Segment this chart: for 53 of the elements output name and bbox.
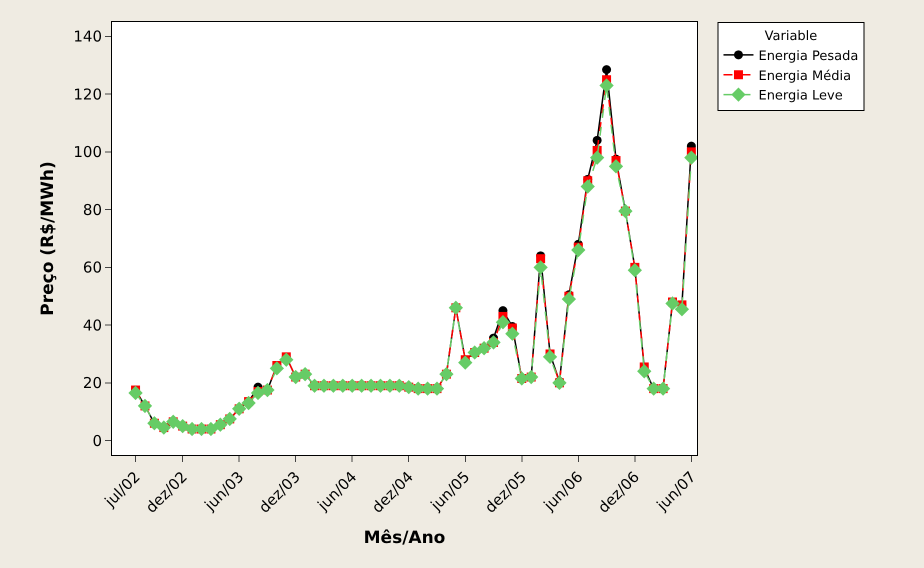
point xyxy=(599,78,614,93)
y-tick-label: 120 xyxy=(73,85,102,104)
point xyxy=(637,364,652,378)
legend-label: Energia Média xyxy=(758,68,852,84)
point xyxy=(128,386,143,400)
point xyxy=(552,376,567,390)
point xyxy=(674,302,690,316)
point xyxy=(476,341,492,356)
point xyxy=(618,204,633,218)
x-axis-title: Mês/Ano xyxy=(364,528,446,548)
point xyxy=(138,398,152,414)
y-axis-title: Preço (R$/MWh) xyxy=(38,161,58,316)
y-tick-label: 20 xyxy=(82,374,102,392)
point xyxy=(147,416,162,430)
y-tick-label: 60 xyxy=(82,258,102,277)
point xyxy=(496,315,510,330)
point xyxy=(608,159,624,174)
point xyxy=(166,414,180,429)
point xyxy=(602,65,612,74)
point xyxy=(232,402,246,416)
point xyxy=(288,370,303,384)
point xyxy=(486,335,501,350)
point xyxy=(580,179,595,194)
point xyxy=(458,355,472,370)
y-tick-label: 140 xyxy=(73,28,102,46)
point xyxy=(533,260,548,275)
y-tick-label: 80 xyxy=(82,200,102,219)
legend-label: Energia Pesada xyxy=(758,48,858,64)
y-tick-label: 40 xyxy=(82,316,102,334)
point xyxy=(439,367,454,382)
point xyxy=(505,326,520,341)
point xyxy=(213,418,228,432)
point xyxy=(468,345,482,360)
y-tick-label: 100 xyxy=(73,143,102,162)
point xyxy=(562,292,576,306)
point xyxy=(448,300,463,315)
point xyxy=(542,350,558,364)
point xyxy=(524,370,538,384)
y-tick-label: 0 xyxy=(92,432,102,450)
point xyxy=(156,420,171,435)
point xyxy=(628,263,642,278)
point xyxy=(250,386,266,400)
point xyxy=(260,382,275,398)
legend-label: Energia Leve xyxy=(758,88,843,104)
point xyxy=(222,412,237,426)
point xyxy=(571,242,586,258)
point xyxy=(270,361,284,376)
point xyxy=(590,150,604,165)
point xyxy=(176,418,190,434)
point xyxy=(298,367,312,382)
point xyxy=(279,352,294,367)
legend-title: Variable xyxy=(764,28,818,44)
point xyxy=(536,254,546,264)
